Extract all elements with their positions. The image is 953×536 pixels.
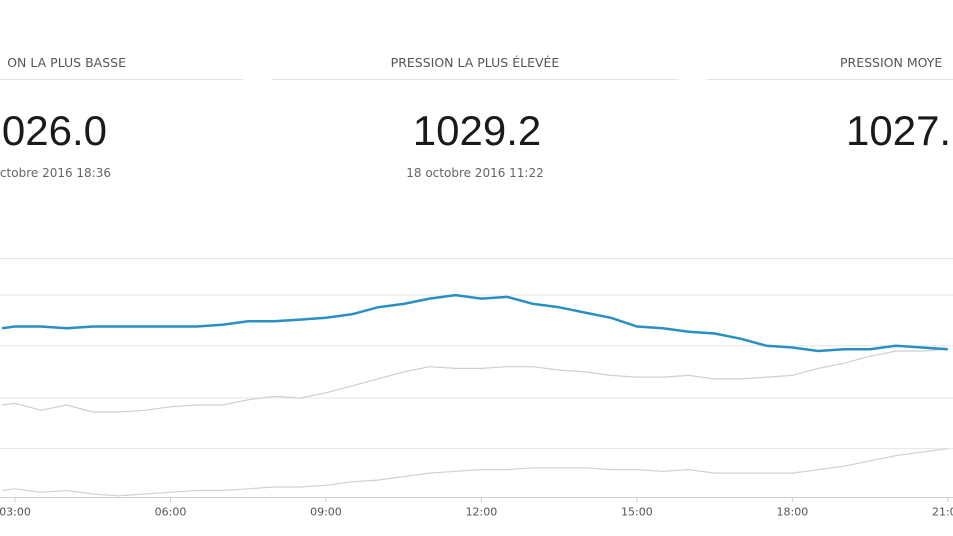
series-line	[1, 293, 948, 353]
x-tick-label: 12:00	[466, 506, 498, 519]
card-label: PRESSION MOYE	[840, 55, 942, 70]
x-tick-label: 18:00	[777, 506, 809, 519]
x-tick-label: 21:00	[932, 506, 953, 519]
card-label: ON LA PLUS BASSE	[7, 55, 126, 70]
card-date: octobre 2016 18:36	[0, 166, 111, 180]
card-value: 1027.	[846, 107, 951, 154]
x-tick-label: 03:00	[0, 506, 31, 519]
card-value: 1029.2	[413, 107, 541, 154]
card-label: PRESSION LA PLUS ÉLEVÉE	[391, 55, 560, 70]
x-tick-label: 06:00	[155, 506, 187, 519]
x-tick-label: 09:00	[310, 506, 342, 519]
series-line	[2, 348, 948, 413]
card-date: 18 octobre 2016 11:22	[406, 166, 544, 180]
card-value: 026.0	[2, 107, 107, 154]
series-line	[2, 448, 948, 497]
x-tick-label: 15:00	[621, 506, 653, 519]
